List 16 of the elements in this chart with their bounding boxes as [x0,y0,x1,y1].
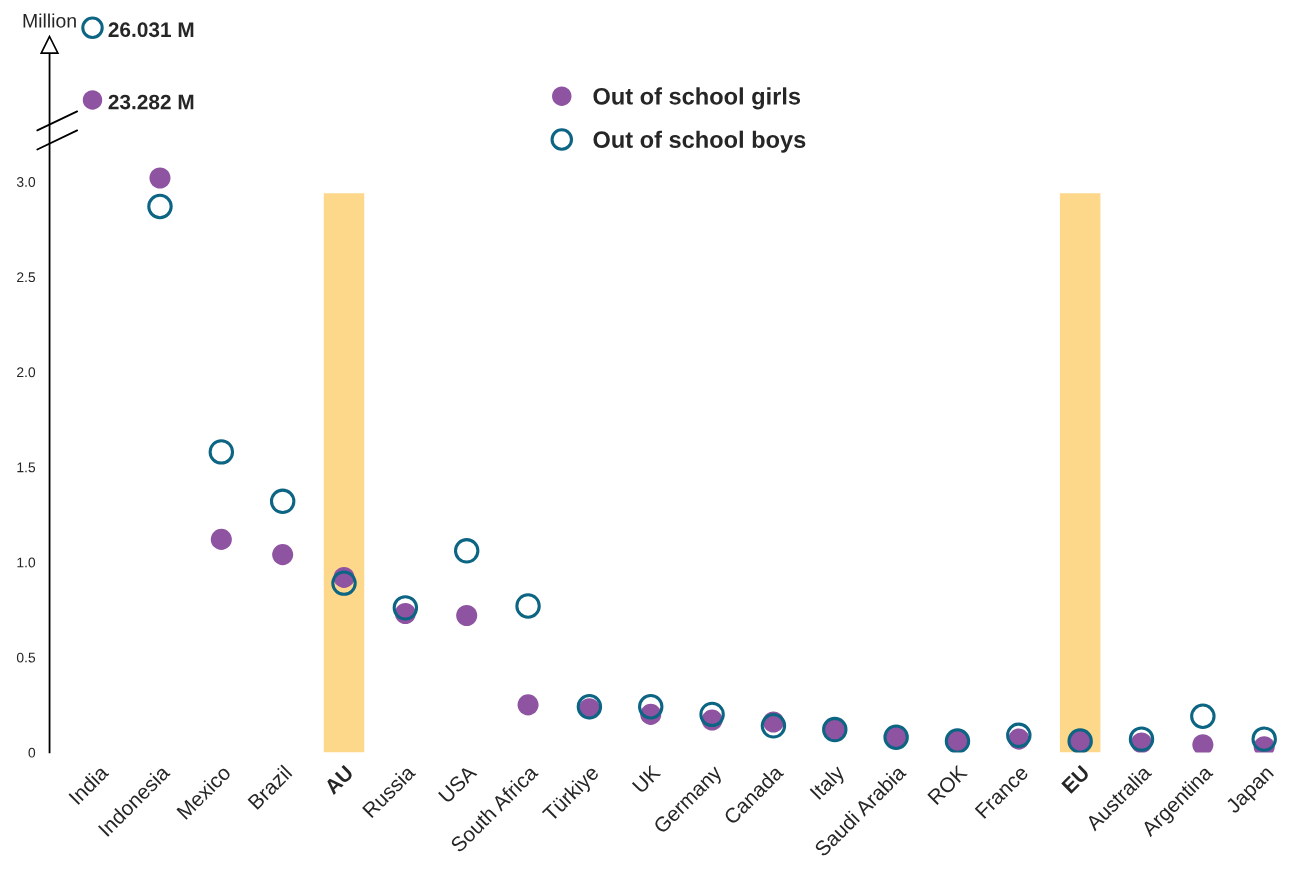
annotation: 23.282 M [108,94,194,110]
y-tick-label: 0 [28,747,36,758]
y-tick-label: 1.0 [17,557,36,568]
y-axis-title: Million [23,13,76,28]
x-tick-label: USA [437,763,478,804]
x-tick-label: EU [1061,764,1091,794]
y-tick-label: 0.5 [16,652,36,663]
x-tick-label: AU [323,764,354,796]
legend-label: Out of school girls [593,87,801,110]
y-tick-label: 1.5 [17,462,36,473]
y-tick-label: 2.5 [17,272,36,283]
legend-label: Out of school boys [593,130,806,153]
y-tick-label: 3.0 [16,177,36,187]
y-tick-label: 2.0 [17,367,36,378]
x-tick-label: Italy [809,763,849,803]
text: 26.031 M [108,22,194,38]
